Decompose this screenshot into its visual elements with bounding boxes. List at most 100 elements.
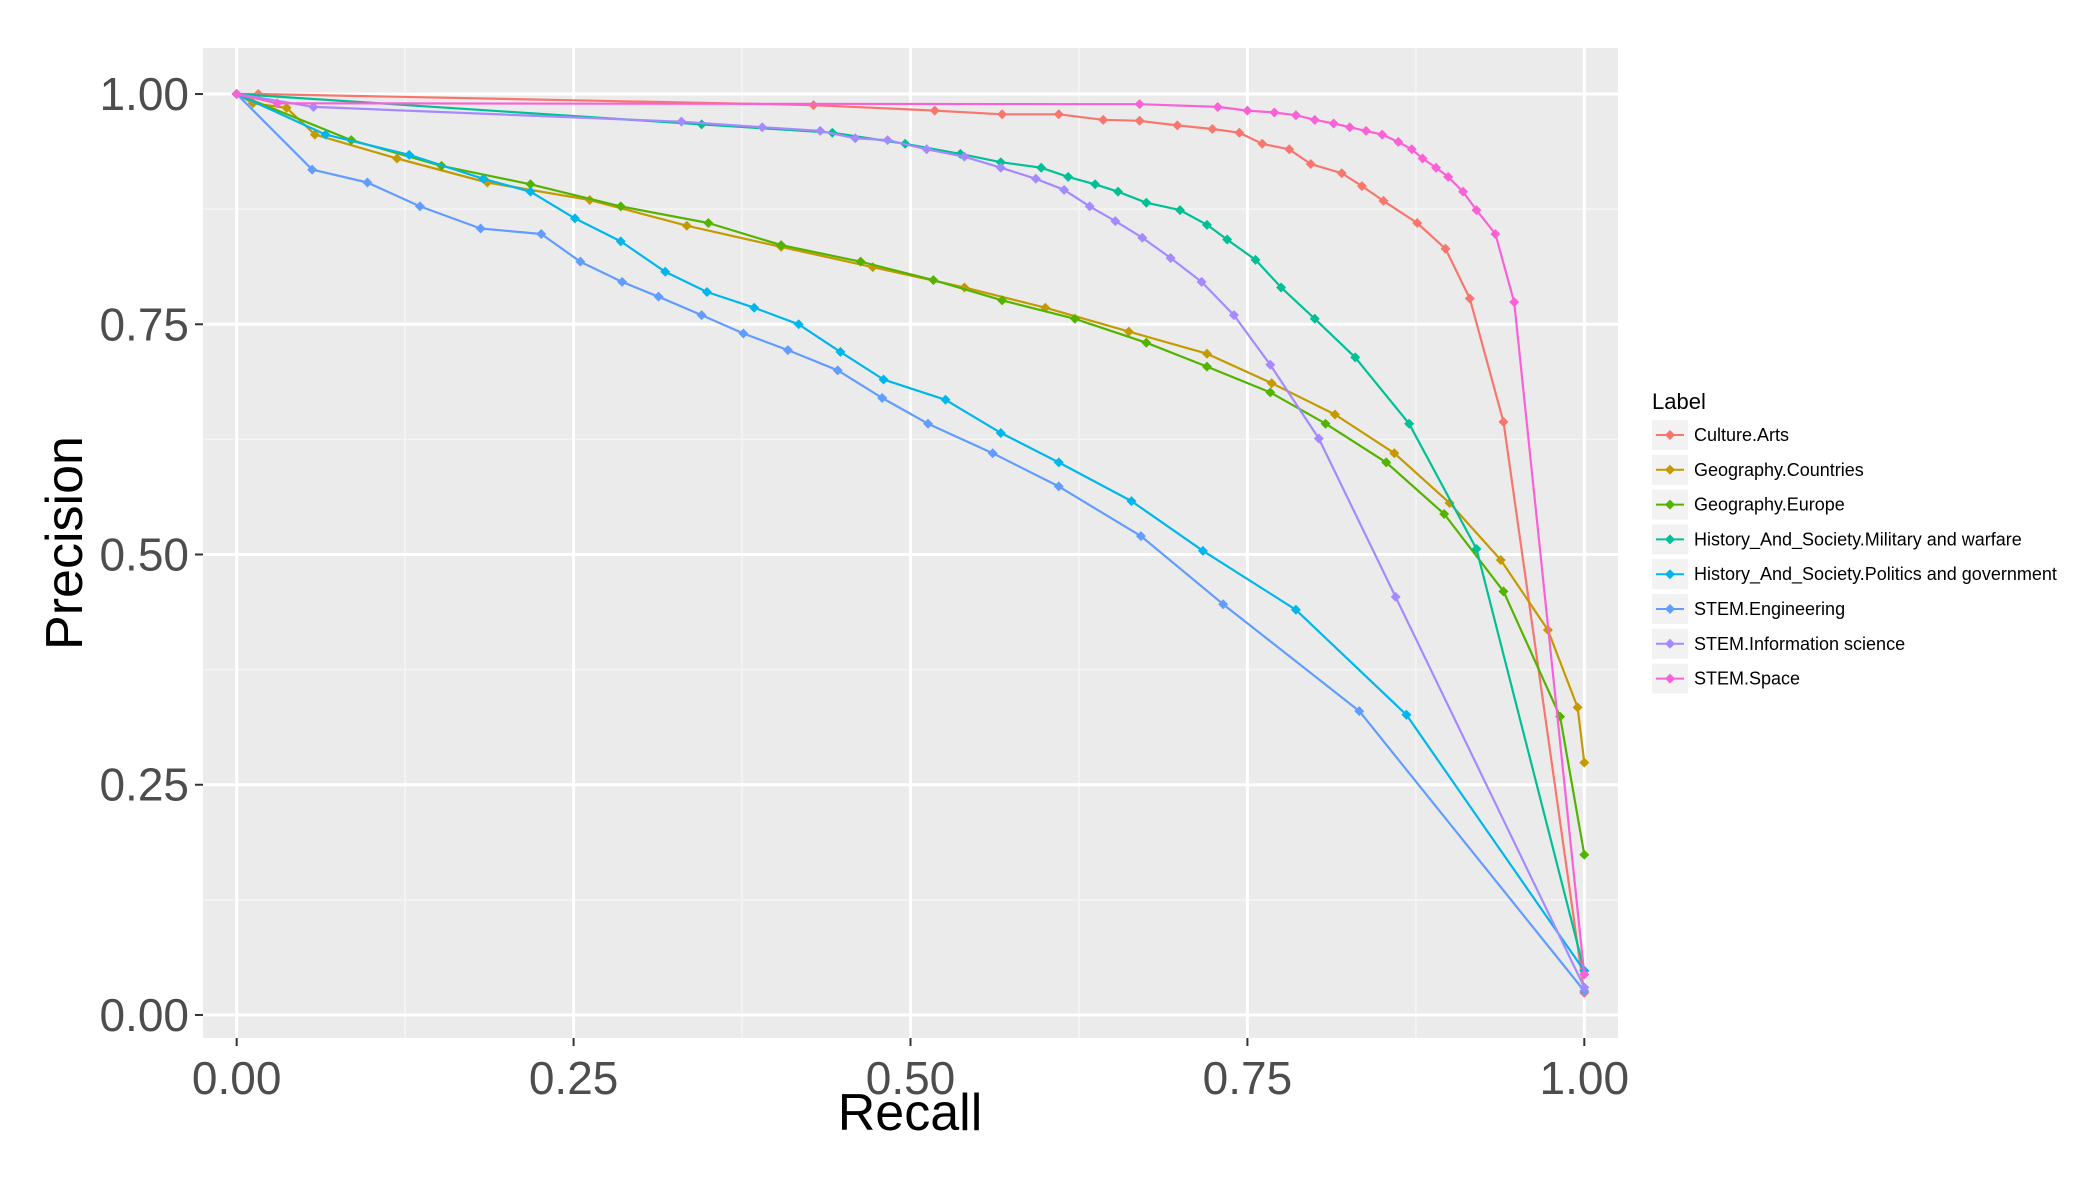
legend-label: STEM.Space: [1694, 669, 1800, 689]
data-point: [1330, 409, 1340, 420]
data-point: [1393, 136, 1404, 147]
data-point: [1389, 448, 1400, 459]
data-point: [615, 236, 626, 247]
data-point: [1250, 254, 1261, 265]
data-point: [850, 133, 861, 144]
data-point: [1257, 138, 1268, 149]
data-point: [1030, 173, 1041, 184]
data-point: [1464, 293, 1475, 304]
data-point: [569, 213, 580, 224]
data-point: [1356, 181, 1367, 192]
legend-item: Geography.Countries: [1652, 454, 1864, 485]
data-point: [1228, 310, 1239, 321]
data-point: [1269, 107, 1280, 118]
legend-label: STEM.Engineering: [1694, 599, 1845, 619]
legend-item: STEM.Engineering: [1652, 594, 1845, 624]
data-point: [995, 427, 1006, 438]
legend-key-marker: [1665, 569, 1675, 580]
data-point: [1207, 124, 1218, 135]
data-point: [525, 179, 536, 190]
series-line: [236, 92, 1586, 975]
data-point: [815, 125, 826, 136]
data-point: [1197, 545, 1208, 556]
x-tick-label: 0.25: [529, 1052, 619, 1104]
data-point: [738, 328, 749, 339]
legend-key-marker: [1665, 499, 1675, 510]
data-point: [392, 153, 403, 164]
x-tick-label: 0.75: [1203, 1052, 1293, 1104]
data-point: [1290, 110, 1301, 121]
data-point: [1134, 99, 1145, 110]
legend-key-marker: [1665, 638, 1675, 649]
data-point: [676, 116, 687, 127]
data-point: [1390, 591, 1401, 602]
data-point: [1063, 171, 1074, 182]
legend-item: Geography.Europe: [1652, 489, 1845, 520]
data-point: [1431, 162, 1442, 173]
data-point: [309, 129, 320, 140]
y-axis-title: Precision: [36, 436, 94, 650]
data-point: [1344, 122, 1355, 133]
y-tick-label: 0.00: [99, 989, 189, 1041]
data-point: [832, 365, 843, 376]
legend-label: Geography.Europe: [1694, 495, 1845, 515]
data-point: [1137, 232, 1148, 243]
legend-label: History_And_Society.Politics and governm…: [1694, 564, 2057, 585]
data-point: [1443, 171, 1454, 182]
data-point: [1572, 702, 1583, 713]
data-point: [995, 157, 1006, 168]
data-point: [1242, 105, 1253, 116]
data-point: [1305, 159, 1316, 170]
data-point: [882, 135, 893, 146]
y-tick-label: 0.50: [99, 529, 189, 581]
data-point: [923, 418, 934, 429]
data-point: [1377, 129, 1388, 140]
data-point: [1222, 234, 1233, 245]
data-point: [1059, 184, 1070, 195]
data-point: [1113, 186, 1124, 197]
legend-item: STEM.Information science: [1652, 628, 1905, 659]
data-point: [1053, 481, 1064, 492]
data-point: [1328, 118, 1339, 129]
data-point: [1201, 361, 1212, 372]
data-point: [1471, 543, 1482, 554]
data-point: [1134, 115, 1145, 126]
y-tick-label: 0.25: [99, 759, 189, 811]
data-point: [1313, 433, 1324, 444]
legend-label: Culture.Arts: [1694, 425, 1789, 445]
data-point: [1336, 168, 1347, 179]
data-point: [1417, 153, 1428, 164]
series-line: [236, 92, 1586, 988]
grid-layer: [203, 48, 1618, 1038]
data-point: [1579, 757, 1590, 768]
data-point: [1196, 276, 1207, 287]
data-point: [1509, 297, 1520, 308]
data-point: [1309, 313, 1320, 324]
data-point: [1458, 186, 1469, 197]
data-point: [1036, 162, 1047, 173]
data-point: [1360, 125, 1371, 136]
data-point: [702, 287, 713, 298]
data-point: [272, 98, 283, 109]
data-point: [997, 109, 1008, 120]
data-point: [1401, 709, 1412, 720]
data-point: [1440, 243, 1451, 254]
data-point: [1490, 229, 1501, 240]
data-point: [1201, 219, 1212, 230]
data-point: [320, 129, 331, 140]
data-point: [1290, 604, 1301, 615]
legend-label: STEM.Information science: [1694, 634, 1905, 654]
data-point: [1110, 216, 1121, 227]
data-point: [1135, 531, 1146, 542]
legend-key-marker: [1665, 534, 1675, 545]
data-point: [1579, 969, 1590, 980]
data-point: [1265, 387, 1276, 398]
data-point: [987, 448, 998, 459]
series-line: [236, 92, 1586, 855]
data-point: [1165, 252, 1176, 263]
legend: Label Culture.Arts Geography.Countries Geo…: [1652, 389, 2057, 694]
data-point: [414, 201, 425, 212]
series-4: [231, 89, 1590, 976]
data-point: [1069, 313, 1080, 324]
